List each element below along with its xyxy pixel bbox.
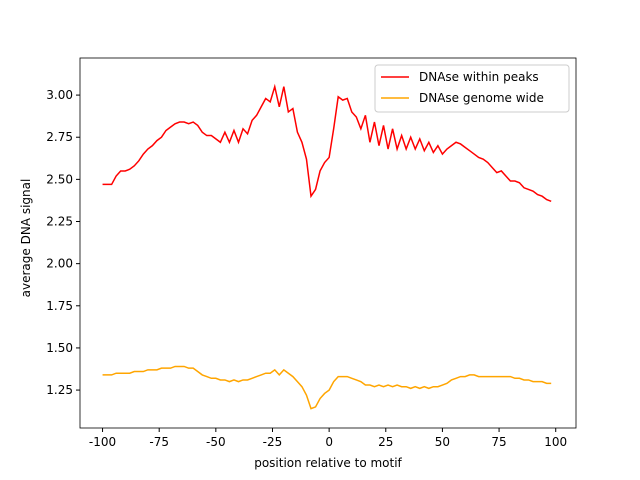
y-tick-label: 2.50 — [46, 172, 73, 186]
y-tick-label: 1.75 — [46, 299, 73, 313]
legend-box — [374, 64, 570, 113]
x-tick-label: -50 — [206, 435, 226, 449]
y-tick-label: 2.75 — [46, 130, 73, 144]
y-tick-label: 1.50 — [46, 341, 73, 355]
x-tick-label: 25 — [378, 435, 393, 449]
legend-label: DNAse within peaks — [419, 70, 539, 84]
y-tick-label: 1.25 — [46, 383, 73, 397]
y-tick-label: 2.25 — [46, 215, 73, 229]
x-tick-label: -25 — [263, 435, 283, 449]
x-tick-label: 0 — [325, 435, 333, 449]
x-axis-label: position relative to motif — [254, 456, 402, 470]
series-line — [102, 365, 552, 410]
y-tick-label: 2.00 — [46, 257, 73, 271]
series-line — [102, 83, 552, 202]
x-tick-label: -75 — [149, 435, 169, 449]
x-tick-label: 75 — [491, 435, 506, 449]
y-axis-label: average DNA signal — [19, 179, 33, 298]
y-tick-label: 3.00 — [46, 88, 73, 102]
x-tick-label: 50 — [435, 435, 450, 449]
legend-label: DNAse genome wide — [419, 91, 544, 105]
plot-frame — [79, 57, 577, 429]
x-tick-label: 100 — [544, 435, 567, 449]
x-tick-label: -100 — [89, 435, 116, 449]
